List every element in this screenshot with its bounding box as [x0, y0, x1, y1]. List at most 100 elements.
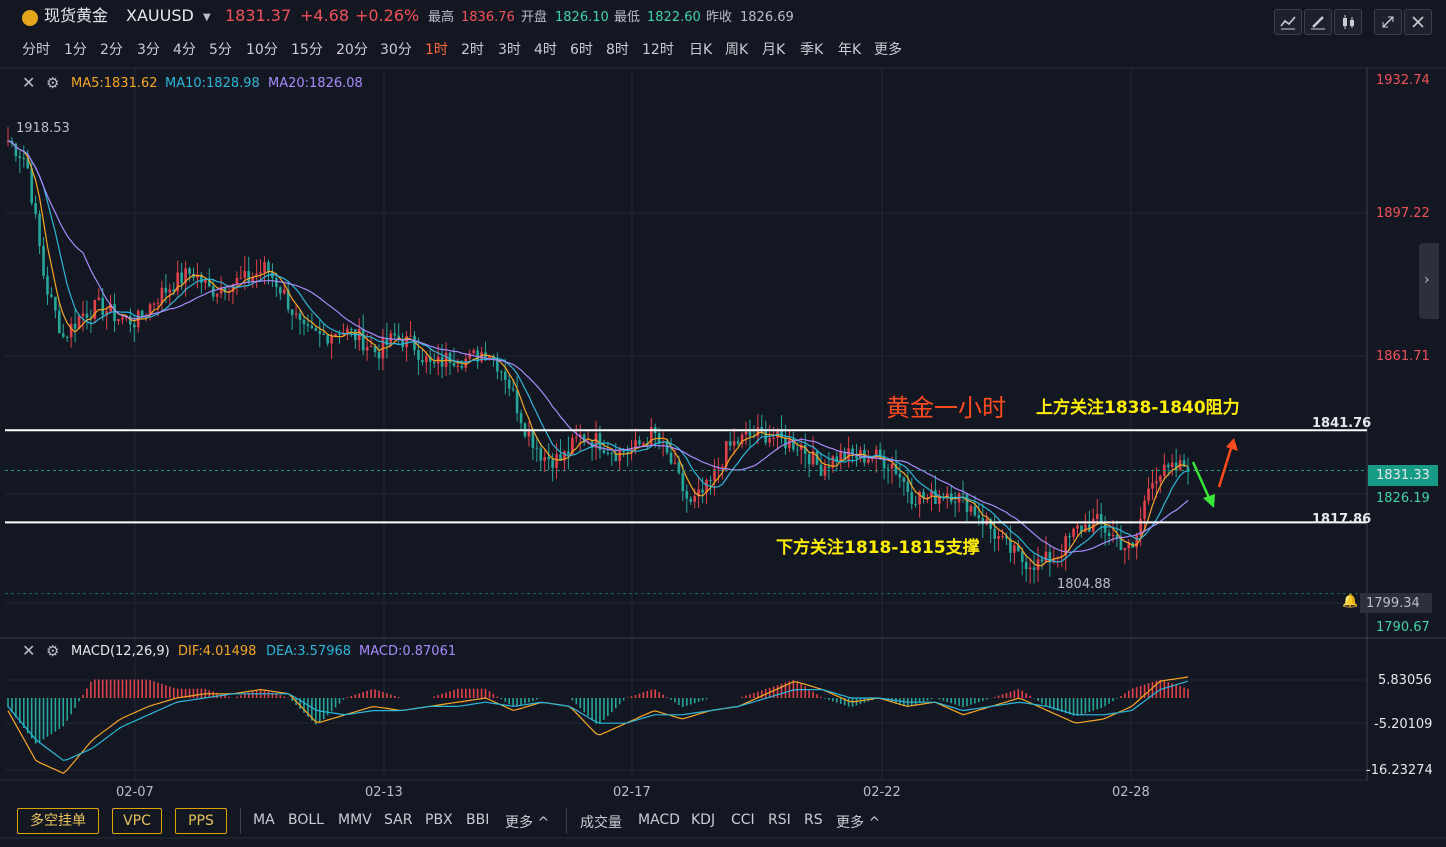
candle	[1107, 532, 1111, 537]
candle	[267, 262, 270, 273]
candle	[768, 438, 771, 443]
timeframe-19[interactable]: 月K	[762, 42, 786, 58]
vpc-button[interactable]: VPC	[112, 808, 162, 834]
timeframe-21[interactable]: 年K	[838, 42, 862, 58]
indicator-bbi[interactable]: BBI	[466, 812, 490, 828]
candle	[132, 324, 136, 328]
timeframe-0[interactable]: 分时	[22, 42, 50, 58]
indicator-macd[interactable]: MACD	[638, 812, 680, 828]
low-value: 1822.60	[647, 10, 701, 25]
candle	[527, 430, 531, 437]
candle	[799, 444, 803, 450]
timeframe-15[interactable]: 8时	[606, 42, 629, 58]
timeframe-2[interactable]: 2分	[100, 42, 123, 58]
fullscreen-button[interactable]	[1374, 9, 1402, 35]
candle	[1099, 514, 1103, 525]
timeframe-16[interactable]: 12时	[642, 42, 674, 58]
long-short-orders-button[interactable]: 多空挂单	[17, 808, 99, 834]
candle	[736, 441, 740, 444]
chevron-right-icon: ›	[1424, 272, 1430, 288]
indicator-boll[interactable]: BOLL	[288, 812, 324, 828]
timeframe-11[interactable]: 2时	[461, 42, 484, 58]
candle	[547, 457, 550, 460]
candle	[81, 313, 85, 317]
indicator-rs[interactable]: RS	[804, 812, 823, 828]
candle	[1174, 462, 1178, 470]
macd-settings-gear-icon[interactable]: ⚙	[46, 642, 60, 660]
candle	[180, 272, 183, 284]
alert-price-tag[interactable]	[1360, 593, 1432, 613]
timeframe-7[interactable]: 15分	[291, 42, 323, 58]
hide-macd-close-icon[interactable]: ✕	[22, 641, 36, 660]
candle	[255, 273, 258, 278]
candle	[101, 297, 105, 316]
date-axis-label: 02-07	[116, 785, 154, 800]
more-sub-indicators[interactable]: 更多 ^	[836, 815, 881, 831]
candle-settings-button[interactable]	[1334, 9, 1362, 35]
timeframe-3[interactable]: 3分	[137, 42, 160, 58]
candle	[1182, 460, 1186, 467]
timeframe-13[interactable]: 4时	[534, 42, 557, 58]
hide-indicator-close-icon[interactable]: ✕	[22, 73, 36, 92]
indicator-mmv[interactable]: MMV	[338, 812, 372, 828]
timeframe-6[interactable]: 10分	[246, 42, 278, 58]
candle	[77, 316, 81, 329]
close-button[interactable]	[1404, 9, 1432, 35]
timeframe-9[interactable]: 30分	[380, 42, 412, 58]
candle	[14, 143, 18, 157]
symbol-code[interactable]: XAUUSD	[126, 6, 194, 25]
side-panel-toggle[interactable]: ›	[1419, 243, 1439, 319]
pps-button[interactable]: PPS	[175, 808, 227, 834]
candle	[697, 489, 700, 497]
candle	[867, 459, 870, 463]
indicator-volume[interactable]: 成交量	[580, 815, 622, 831]
indicator-ma[interactable]: MA	[253, 812, 275, 828]
candle	[373, 345, 377, 353]
annotation-layer	[5, 429, 1367, 595]
more-main-indicators[interactable]: 更多 ^	[505, 815, 550, 831]
high-label: 最高	[428, 10, 455, 25]
indicator-cci[interactable]: CCI	[731, 812, 755, 828]
timeframe-18[interactable]: 周K	[725, 42, 749, 58]
bell-icon[interactable]: 🔔	[1342, 594, 1359, 609]
timeframe-12[interactable]: 3时	[498, 42, 521, 58]
timeframe-1[interactable]: 1分	[64, 42, 87, 58]
symbol-name[interactable]: 现货黄金	[44, 6, 109, 25]
draw-tool-button[interactable]	[1304, 9, 1332, 35]
indicator-settings-gear-icon[interactable]: ⚙	[46, 74, 60, 92]
candle	[717, 467, 720, 469]
indicator-sar[interactable]: SAR	[384, 812, 413, 828]
candle	[413, 335, 416, 351]
candle	[519, 413, 523, 424]
timeframe-4[interactable]: 4分	[173, 42, 196, 58]
candle	[172, 289, 176, 292]
timeframe-17[interactable]: 日K	[689, 42, 713, 58]
candle	[918, 491, 921, 505]
candle	[902, 477, 906, 482]
timeframe-14[interactable]: 6时	[570, 42, 593, 58]
swing-high-label: 1918.53	[16, 121, 70, 136]
indicator-pbx[interactable]: PBX	[425, 812, 453, 828]
candle	[34, 202, 37, 214]
candle	[1084, 524, 1087, 533]
candle	[1186, 466, 1190, 472]
price-change: +4.68	[300, 6, 350, 25]
candle	[689, 498, 693, 502]
chart-type-button[interactable]	[1274, 9, 1302, 35]
chevron-down-icon[interactable]: ▼	[203, 12, 211, 23]
candle	[38, 213, 41, 246]
indicator-rsi[interactable]: RSI	[768, 812, 791, 828]
timeframe-5[interactable]: 5分	[209, 42, 232, 58]
candle	[507, 379, 511, 389]
indicator-kdj[interactable]: KDJ	[691, 812, 716, 828]
candle	[113, 303, 116, 322]
candle	[334, 333, 337, 337]
macd-name: MACD(12,26,9)	[71, 644, 170, 659]
timeframe-8[interactable]: 20分	[336, 42, 368, 58]
timeframe-20[interactable]: 季K	[800, 42, 824, 58]
candle	[760, 427, 764, 430]
candle	[211, 286, 215, 297]
timeframe-10[interactable]: 1时	[425, 42, 448, 58]
timeframe-22[interactable]: 更多	[874, 42, 902, 58]
